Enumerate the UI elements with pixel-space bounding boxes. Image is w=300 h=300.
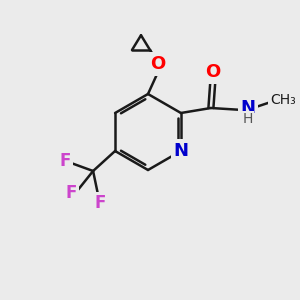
Text: O: O xyxy=(150,55,166,73)
Text: H: H xyxy=(243,112,253,126)
Text: F: F xyxy=(65,184,77,202)
Text: F: F xyxy=(59,152,71,170)
Text: O: O xyxy=(205,63,220,81)
Text: N: N xyxy=(173,142,188,160)
Text: N: N xyxy=(240,99,255,117)
Text: F: F xyxy=(94,194,106,212)
Text: CH₃: CH₃ xyxy=(270,93,296,107)
